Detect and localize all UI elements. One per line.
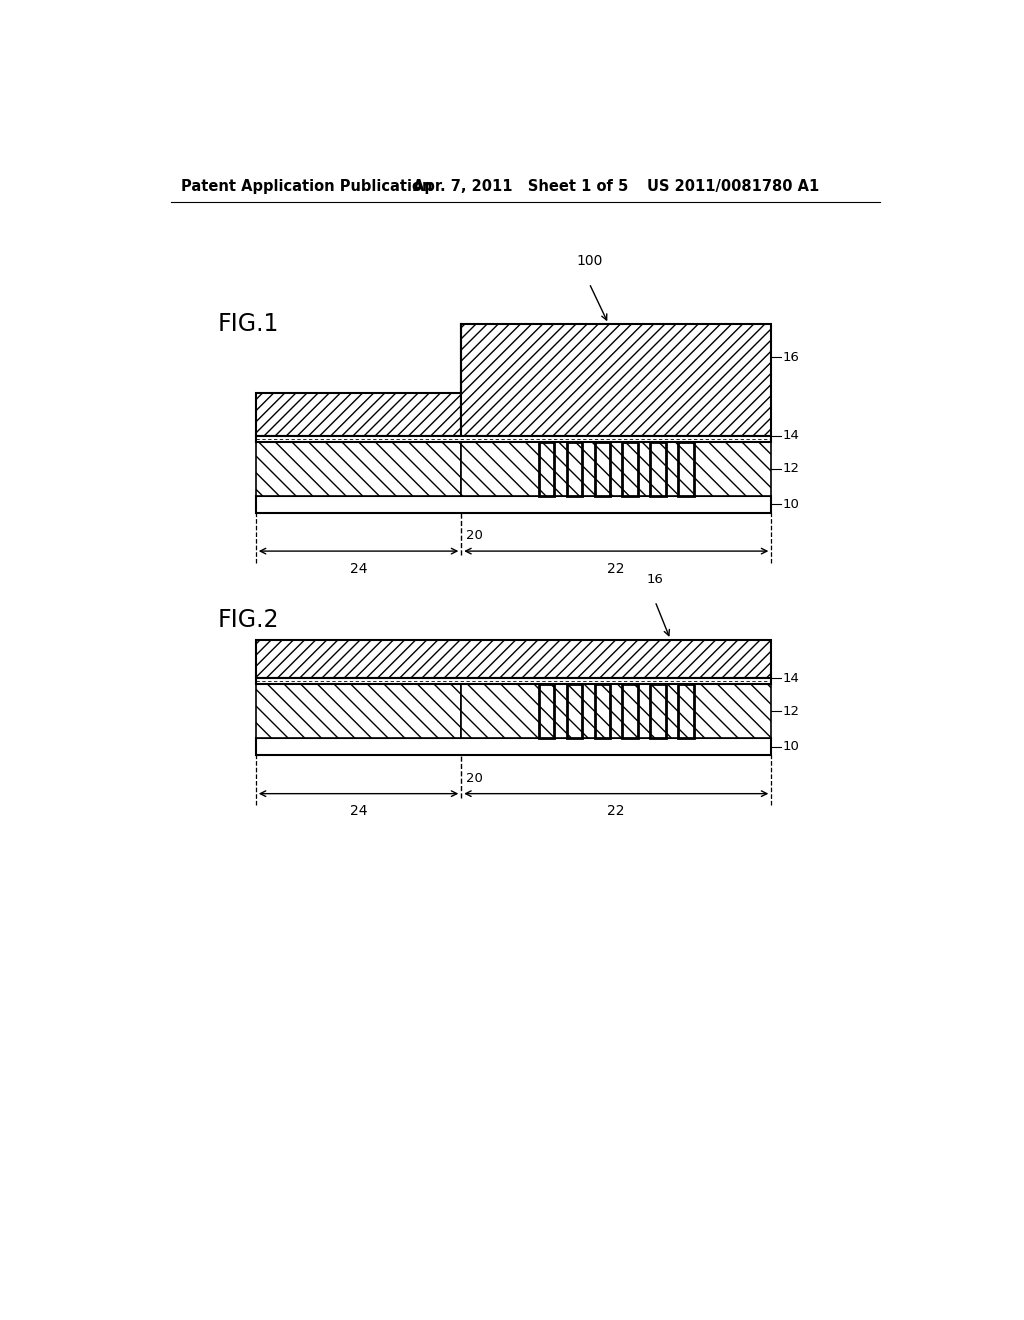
Bar [623, 442, 638, 496]
Bar [595, 442, 610, 496]
Bar [595, 684, 610, 738]
Bar [678, 442, 693, 496]
Bar [256, 684, 461, 738]
Text: 20: 20 [466, 529, 482, 543]
Text: 10: 10 [782, 741, 799, 754]
Bar [461, 684, 771, 738]
Bar [256, 436, 771, 442]
Text: Patent Application Publication: Patent Application Publication [180, 180, 432, 194]
Bar [256, 678, 771, 684]
Text: 24: 24 [350, 804, 368, 818]
Text: 12: 12 [782, 462, 799, 475]
Text: 22: 22 [607, 562, 625, 576]
Text: 10: 10 [782, 498, 799, 511]
Bar [650, 442, 666, 496]
Bar [539, 684, 554, 738]
Text: Apr. 7, 2011   Sheet 1 of 5: Apr. 7, 2011 Sheet 1 of 5 [414, 180, 629, 194]
Text: 14: 14 [782, 429, 799, 442]
Bar [566, 442, 583, 496]
Bar [650, 684, 666, 738]
Text: 14: 14 [782, 672, 799, 685]
Bar [461, 323, 771, 436]
Bar [256, 393, 461, 436]
Text: 100: 100 [575, 253, 602, 268]
Bar [539, 442, 554, 496]
Bar [461, 442, 771, 496]
Bar [256, 738, 771, 755]
Text: FIG.1: FIG.1 [217, 312, 279, 337]
Bar [256, 496, 771, 512]
Text: 20: 20 [466, 772, 482, 785]
Bar [256, 442, 461, 496]
Text: US 2011/0081780 A1: US 2011/0081780 A1 [647, 180, 819, 194]
Bar [623, 684, 638, 738]
Text: 16: 16 [646, 573, 664, 586]
Bar [566, 684, 583, 738]
Text: 24: 24 [350, 562, 368, 576]
Text: 12: 12 [782, 705, 799, 718]
Text: 16: 16 [782, 351, 799, 364]
Bar [678, 684, 693, 738]
Text: FIG.2: FIG.2 [217, 609, 279, 632]
Text: 22: 22 [607, 804, 625, 818]
Bar [256, 640, 771, 678]
